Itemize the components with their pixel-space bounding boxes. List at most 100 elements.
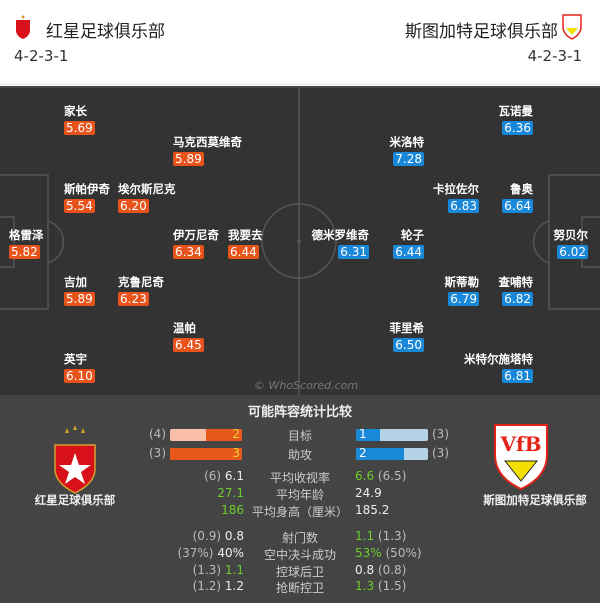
stat-row: (6) 6.1 平均收视率 6.6 (6.5) [0,469,600,485]
player-rating: 6.44 [228,245,259,259]
home-player[interactable]: 英宇 6.10 [64,351,95,383]
home-value: 1.2 [224,579,244,593]
home-player[interactable]: 克鲁尼奇 6.23 [118,274,164,306]
stat-label: 平均身高（厘米） [251,505,348,519]
home-prev: (4) [149,427,166,441]
away-value: 2 [359,448,367,460]
home-value: 27.1 [217,486,244,500]
stat-label: 助攻 [287,448,312,462]
home-formation: 4-2-3-1 [14,47,69,65]
red-star-crest-icon [54,425,96,494]
away-value: 24.9 [355,486,382,500]
home-player[interactable]: 斯帕伊奇 5.54 [64,181,110,213]
player-rating: 6.79 [448,292,479,306]
player-name: 鲁奥 [510,182,533,196]
home-player[interactable]: 温帕 6.45 [173,320,204,352]
player-name: 卡拉佐尔 [433,182,479,196]
away-player[interactable]: 菲里希 6.50 [389,320,425,352]
away-player[interactable]: 德米罗维奇 6.31 [312,227,369,259]
player-rating: 6.50 [393,338,424,352]
away-value: 53% [355,546,382,560]
player-rating: 6.02 [557,245,588,259]
home-value: 3 [232,448,240,460]
player-rating: 5.54 [64,199,95,213]
player-rating: 6.20 [118,199,149,213]
home-prev: (6) [204,469,222,483]
home-player[interactable]: 我要去 6.44 [228,227,263,259]
away-player[interactable]: 鲁奥 6.64 [502,181,533,213]
player-name: 斯蒂勒 [444,275,480,289]
stat-row: (1.3) 1.1 控球后卫 0.8 (0.8) [0,563,600,579]
away-player[interactable]: 米特尔施塔特 6.81 [464,351,533,383]
home-player[interactable]: 吉加 5.89 [64,274,95,306]
away-player[interactable]: 努贝尔 6.02 [553,227,589,259]
red-star-crest-icon [16,15,30,39]
player-rating: 6.36 [502,121,533,135]
player-name: 菲里希 [389,321,425,335]
stat-label: 平均年龄 [275,488,324,502]
player-rating: 6.23 [118,292,149,306]
player-rating: 6.82 [502,292,533,306]
home-prev: (1.2) [192,579,222,593]
away-prev: (3) [432,427,449,441]
home-player[interactable]: 格雷泽 5.82 [9,227,44,259]
player-rating: 5.69 [64,121,95,135]
stat-label: 射门数 [281,531,318,545]
away-player[interactable]: 轮子 6.44 [393,227,424,259]
away-bar: 2 [356,448,428,460]
away-player[interactable]: 米洛特 7.28 [389,134,425,166]
player-name: 瓦诺曼 [498,104,534,118]
stat-row: 186 平均身高（厘米） 185.2 [0,503,600,519]
stat-row: (37%) 40% 空中决斗成功 53% (50%) [0,546,600,562]
player-name: 埃尔斯尼克 [118,182,176,196]
player-name: 英宇 [64,352,87,366]
home-player[interactable]: 马克西莫维奇 5.89 [173,134,242,166]
home-player[interactable]: 伊万尼奇 6.34 [173,227,219,259]
player-rating: 6.83 [448,199,479,213]
away-value: 6.6 [355,469,375,483]
watermark: © WhoScored.com [254,379,359,392]
lineup-header: 红星足球俱乐部 4-2-3-1 斯图加特足球俱乐部 4-2-3-1 [0,0,600,85]
stat-label: 空中决斗成功 [263,548,336,562]
home-player[interactable]: 家长 5.69 [64,103,95,135]
away-bar: 1 [356,429,428,441]
player-name: 米洛特 [389,135,425,149]
home-value: 1.1 [224,563,244,577]
home-value: 0.8 [224,529,244,543]
away-player[interactable]: 斯蒂勒 6.79 [444,274,480,306]
player-name: 温帕 [173,321,196,335]
away-value: 1 [359,429,367,441]
home-prev: (37%) [177,546,214,560]
away-player[interactable]: 瓦诺曼 6.36 [498,103,534,135]
stats-title: 可能阵容统计比较 [247,405,352,420]
stat-label: 目标 [287,429,312,443]
player-name: 查哺特 [498,275,534,289]
away-prev: (1.5) [377,579,407,593]
stat-label: 控球后卫 [275,565,324,579]
home-player[interactable]: 埃尔斯尼克 6.20 [118,181,176,213]
away-player[interactable]: 查哺特 6.82 [498,274,534,306]
away-prev: (0.8) [377,563,407,577]
player-rating: 5.89 [64,292,95,306]
home-value: 6.1 [224,469,244,483]
away-value: 1.1 [355,529,375,543]
home-prev: (1.3) [192,563,222,577]
away-prev: (1.3) [377,529,407,543]
pitch: 家长 5.69 马克西莫维奇 5.89 斯帕伊奇 5.54 埃尔斯尼克 6.20 格雷泽 5.82… [0,86,600,395]
player-rating: 7.28 [393,152,424,166]
player-name: 努贝尔 [553,228,589,242]
bar-stat-row: (4) 2 目标 1 (3) [0,427,600,443]
stuttgart-crest-icon: VfB [494,424,548,491]
player-name: 格雷泽 [9,228,44,242]
away-player[interactable]: 卡拉佐尔 6.83 [433,181,479,213]
home-team-name[interactable]: 红星足球俱乐部 [46,22,165,42]
player-rating: 6.64 [502,199,533,213]
stat-row: 27.1 平均年龄 24.9 [0,486,600,502]
player-name: 克鲁尼奇 [118,275,164,289]
pitch-markings [0,88,600,395]
stuttgart-crest-icon [562,14,582,40]
player-rating: 6.45 [173,338,204,352]
player-name: 家长 [64,104,87,118]
svg-text:VfB: VfB [499,432,541,456]
away-team-name[interactable]: 斯图加特足球俱乐部 [405,22,558,42]
